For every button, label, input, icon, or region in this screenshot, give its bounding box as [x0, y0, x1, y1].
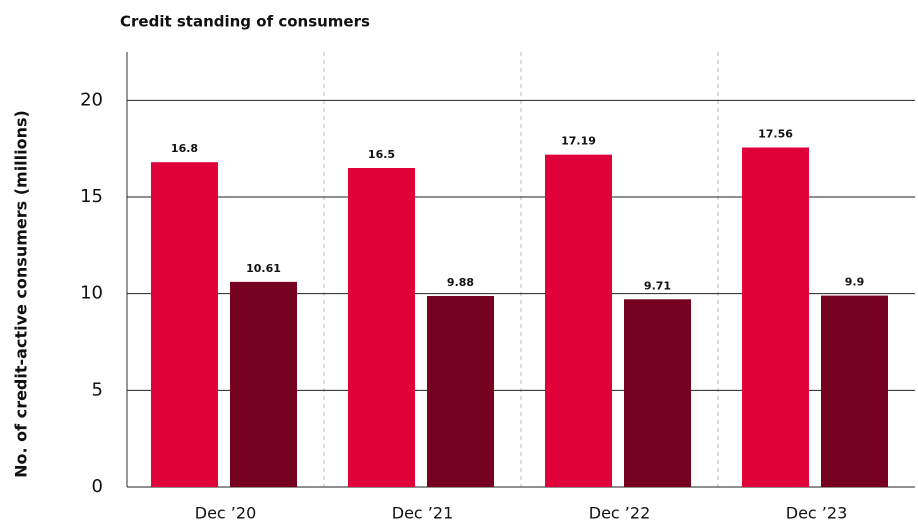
- bar: [742, 147, 809, 488]
- chart-title: Credit standing of consumers: [120, 13, 370, 31]
- value-label: 16.8: [171, 142, 198, 155]
- bar: [624, 299, 691, 487]
- x-tick-label: Dec ’21: [392, 504, 454, 523]
- value-label: 17.19: [561, 135, 596, 148]
- y-tick-label: 5: [92, 379, 103, 400]
- y-tick-label: 0: [92, 476, 103, 497]
- bar: [151, 162, 218, 487]
- value-label: 9.71: [644, 279, 671, 292]
- bar: [427, 295, 494, 487]
- value-label: 10.61: [246, 262, 281, 275]
- y-tick-label: 10: [80, 283, 103, 304]
- value-label: 17.56: [758, 128, 793, 141]
- y-tick-label: 20: [80, 89, 103, 110]
- x-tick-label: Dec ’22: [589, 504, 651, 523]
- bar: [348, 168, 415, 487]
- bar: [545, 154, 612, 487]
- separators: [323, 52, 719, 487]
- y-axis-title: No. of credit-active consumers (millions…: [12, 110, 31, 478]
- value-label: 9.9: [845, 276, 865, 289]
- x-tick-label: Dec ’20: [195, 504, 257, 523]
- value-label: 16.5: [368, 148, 395, 161]
- y-tick-label: 15: [80, 186, 103, 207]
- value-label: 9.88: [447, 276, 474, 289]
- x-tick-label: Dec ’23: [786, 504, 848, 523]
- bar: [821, 295, 888, 487]
- bar: [230, 281, 297, 487]
